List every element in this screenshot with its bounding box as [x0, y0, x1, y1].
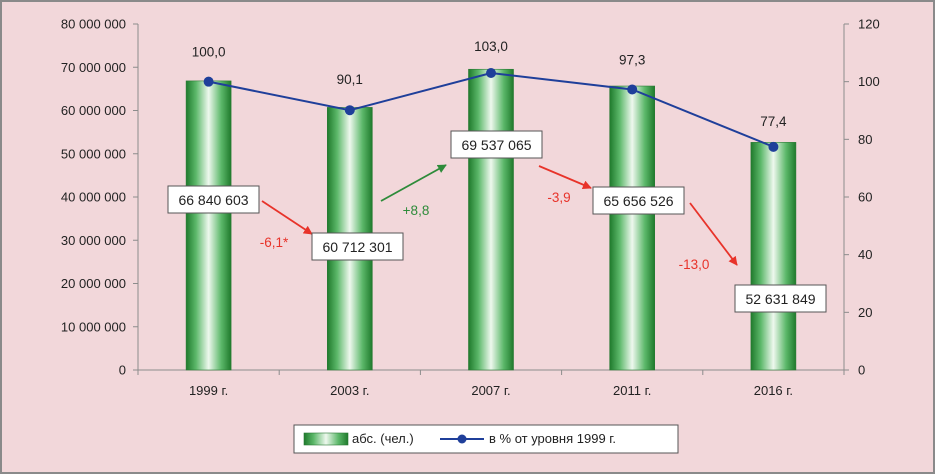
- bar: [750, 142, 797, 371]
- line-point: [203, 76, 214, 87]
- line-point: [486, 68, 496, 79]
- line-point: [344, 105, 355, 116]
- x-tick-label: 2016 г.: [754, 383, 793, 398]
- legend-line-marker: [457, 434, 467, 444]
- bar-data-label: 66 840 603: [178, 192, 248, 208]
- bar: [185, 80, 232, 371]
- bar-data-label: 69 537 065: [461, 137, 531, 153]
- legend-bar-swatch: [303, 432, 349, 446]
- bar-data-label: 52 631 849: [745, 291, 815, 307]
- bar-value-box: [592, 186, 685, 215]
- line-data-label: 77,4: [760, 114, 787, 129]
- y-right-tick-label: 80: [858, 132, 872, 147]
- x-tick-label: 2007 г.: [471, 383, 510, 398]
- y-right-tick-label: 20: [858, 305, 872, 320]
- change-arrow: [380, 164, 447, 202]
- y-left-tick-label: 60 000 000: [61, 103, 126, 118]
- line-data-label: 103,0: [474, 39, 508, 54]
- line-point: [768, 141, 779, 152]
- legend-label-bars: абс. (чел.): [352, 431, 414, 446]
- bar-value-box: [450, 130, 543, 159]
- y-left-tick-label: 20 000 000: [61, 276, 126, 291]
- line-data-label: 97,3: [619, 52, 645, 67]
- y-left-tick-label: 30 000 000: [61, 233, 126, 248]
- line-data-label: 90,1: [337, 72, 363, 87]
- y-left-tick-label: 40 000 000: [61, 190, 126, 205]
- y-right-tick-label: 100: [858, 74, 880, 89]
- bar-value-box: [734, 284, 827, 313]
- legend-label-line: в % от уровня 1999 г.: [489, 431, 616, 446]
- change-arrow: [689, 202, 738, 266]
- x-tick-label: 2011 г.: [613, 383, 651, 398]
- y-right-tick-label: 60: [858, 190, 872, 205]
- line-data-label: 100,0: [192, 45, 226, 60]
- bar: [468, 68, 514, 371]
- change-label: -6,1*: [260, 235, 289, 250]
- y-right-tick-label: 0: [858, 363, 865, 378]
- line-point: [627, 84, 638, 95]
- legend-box: [293, 424, 679, 454]
- bar-value-box: [167, 185, 260, 214]
- bar: [609, 85, 656, 371]
- y-left-tick-label: 0: [119, 363, 126, 378]
- change-arrow: [261, 200, 313, 235]
- bar-value-box: [311, 232, 404, 261]
- change-label: -13,0: [679, 257, 710, 272]
- y-right-tick-label: 40: [858, 247, 872, 262]
- y-left-tick-label: 50 000 000: [61, 146, 126, 161]
- bar-data-label: 60 712 301: [322, 239, 392, 255]
- change-label: +8,8: [403, 203, 430, 218]
- bar-data-label: 65 656 526: [603, 193, 673, 209]
- y-right-tick-label: 120: [858, 17, 880, 32]
- y-left-tick-label: 70 000 000: [61, 60, 126, 75]
- change-arrow: [538, 165, 592, 189]
- change-label: -3,9: [547, 190, 570, 205]
- x-tick-label: 2003 г.: [330, 383, 369, 398]
- y-left-tick-label: 80 000 000: [61, 17, 126, 32]
- x-tick-label: 1999 г.: [189, 383, 228, 398]
- y-left-tick-label: 10 000 000: [61, 319, 126, 334]
